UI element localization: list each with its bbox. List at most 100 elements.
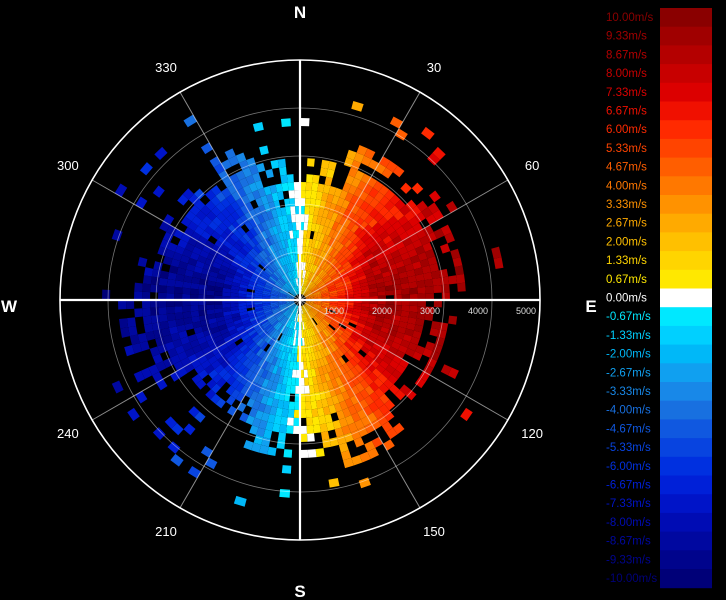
velocity-cell	[328, 334, 337, 342]
velocity-cell	[270, 304, 279, 308]
velocity-cell	[281, 182, 289, 192]
velocity-cell	[273, 321, 280, 329]
velocity-cell	[320, 289, 329, 294]
velocity-cell	[278, 232, 284, 242]
velocity-cell	[310, 222, 317, 232]
velocity-cell	[233, 360, 243, 370]
velocity-cell	[292, 329, 296, 338]
velocity-cell	[313, 296, 322, 299]
velocity-cell	[322, 356, 329, 366]
velocity-cell	[275, 250, 282, 260]
velocity-cell	[307, 433, 315, 442]
velocity-cell	[145, 331, 156, 341]
velocity-cell	[258, 328, 266, 337]
legend-swatch	[660, 82, 712, 102]
velocity-cell	[417, 251, 428, 262]
velocity-cell	[342, 209, 351, 219]
velocity-cell	[389, 384, 400, 395]
velocity-cell	[336, 309, 345, 315]
velocity-cell	[214, 304, 223, 309]
velocity-cell	[248, 280, 258, 286]
velocity-cell	[445, 200, 458, 213]
velocity-cell	[377, 373, 388, 384]
velocity-cell	[283, 239, 289, 248]
legend-swatch	[660, 550, 712, 570]
legend-label: 5.33m/s	[606, 143, 647, 155]
velocity-cell	[251, 417, 262, 428]
velocity-cell	[385, 364, 396, 375]
velocity-cell	[343, 311, 353, 317]
velocity-cell	[254, 295, 263, 299]
velocity-cell	[369, 303, 378, 309]
velocity-cell	[239, 283, 248, 289]
velocity-cell	[328, 237, 335, 247]
velocity-cell	[290, 385, 296, 394]
velocity-cell	[188, 193, 200, 205]
velocity-cell	[263, 307, 272, 312]
velocity-cell	[343, 157, 354, 168]
velocity-cell	[347, 378, 356, 389]
velocity-cell	[386, 160, 398, 173]
velocity-cell	[281, 359, 288, 369]
velocity-cell	[325, 363, 332, 373]
velocity-cell	[293, 409, 300, 418]
velocity-cell	[205, 457, 218, 470]
velocity-cell	[210, 206, 222, 217]
velocity-cell	[335, 311, 344, 317]
velocity-cell	[277, 158, 286, 168]
velocity-cell	[316, 350, 323, 359]
velocity-cell	[304, 304, 311, 310]
velocity-cell	[249, 331, 259, 340]
velocity-cell	[239, 355, 248, 364]
legend-label: 3.33m/s	[606, 199, 647, 211]
velocity-cell	[357, 180, 367, 191]
velocity-cell	[319, 309, 327, 315]
velocity-cell	[244, 324, 254, 331]
velocity-cell	[204, 333, 215, 342]
velocity-cell	[345, 415, 355, 426]
velocity-cell	[406, 322, 416, 331]
velocity-cell	[372, 180, 384, 192]
velocity-cell	[226, 237, 237, 246]
velocity-cell	[233, 180, 243, 191]
velocity-cell	[377, 304, 386, 309]
velocity-cell	[315, 267, 321, 275]
velocity-cell	[313, 240, 320, 249]
velocity-cell	[336, 253, 344, 262]
velocity-cell	[316, 342, 322, 351]
velocity-cell	[249, 227, 258, 237]
velocity-cell	[206, 290, 215, 296]
velocity-cell	[240, 204, 249, 215]
velocity-cell	[334, 214, 343, 224]
velocity-cell	[359, 220, 369, 231]
velocity-cell	[261, 272, 270, 280]
velocity-cell	[313, 325, 319, 334]
velocity-cell	[344, 239, 353, 248]
velocity-cell	[304, 321, 308, 330]
velocity-cell	[237, 402, 247, 413]
velocity-cell	[302, 278, 306, 287]
velocity-cell	[374, 273, 384, 280]
velocity-cell	[322, 406, 331, 416]
velocity-cell	[187, 237, 198, 247]
velocity-cell	[328, 307, 337, 312]
velocity-cell	[382, 355, 393, 365]
velocity-cell	[326, 325, 335, 333]
velocity-cell	[415, 273, 425, 282]
velocity-cell	[302, 345, 306, 354]
velocity-cell	[143, 323, 154, 333]
velocity-cell	[305, 296, 314, 299]
velocity-cell	[171, 423, 184, 436]
velocity-cell	[393, 255, 403, 264]
velocity-cell	[304, 290, 311, 297]
velocity-cell	[321, 243, 329, 252]
velocity-cell	[251, 333, 260, 342]
velocity-cell	[338, 256, 347, 264]
velocity-cell	[199, 278, 209, 286]
velocity-cell	[111, 380, 124, 394]
velocity-cell	[356, 322, 366, 329]
velocity-cell	[193, 188, 205, 200]
velocity-cell	[261, 230, 269, 240]
velocity-cell	[290, 289, 296, 296]
velocity-cell	[393, 300, 402, 306]
